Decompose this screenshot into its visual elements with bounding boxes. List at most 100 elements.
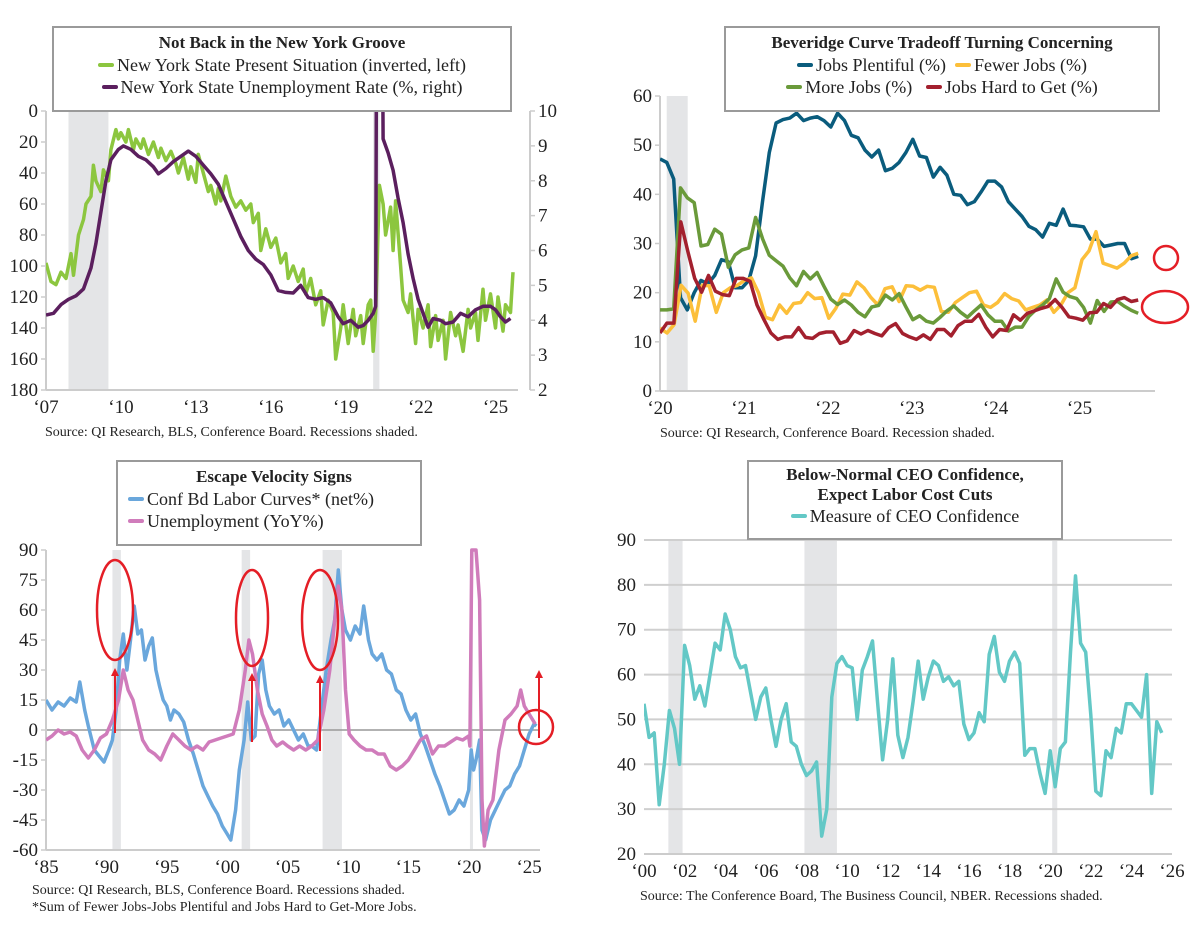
legend-label: Jobs Hard to Get (%) [944,77,1098,97]
y-tick-label: 80 [617,575,636,596]
x-tick-label: ‘21 [731,398,756,419]
legend-item-unemp-yoy: Unemployment (YoY%) [128,510,420,532]
x-tick-label: ‘04 [713,861,739,882]
annotation-arrow-head [535,670,543,678]
y-tick-label: 30 [19,660,38,681]
series-line-jobs_plentiful [660,111,1139,312]
chart-title: Beveridge Curve Tradeoff Turning Concern… [771,33,1113,52]
legend-ceo: Below-Normal CEO Confidence, Expect Labo… [747,460,1063,540]
x-tick-label: ‘25 [516,857,541,878]
x-tick-label: ‘19 [333,397,358,418]
x-tick-label: ‘20 [456,857,481,878]
legend-item-ny-unemp: New York State Unemployment Rate (%, rig… [54,76,510,98]
legend-label: New York State Present Situation (invert… [117,55,466,75]
y-tick-label: 60 [19,194,38,215]
x-tick-label: ‘00 [631,861,656,882]
x-tick-label: ‘10 [335,857,360,878]
y-right-tick-label: 6 [538,241,548,262]
x-tick-label: ‘10 [108,397,133,418]
y-tick-label: 60 [633,86,652,107]
chart-title-line1: Below-Normal CEO Confidence, [786,465,1024,484]
recession-band [1052,540,1058,854]
panel-ceo-confidence: 20 30 40 50 60 70 80 90 ‘00 ‘02 ‘04 ‘06 ‘08 ‘10 ‘12 ‘14… [600,460,1200,933]
chart-title: Not Back in the New York Groove [158,33,406,52]
y-tick-label: 40 [617,754,636,775]
source-note: Source: QI Research, BLS, Conference Boa… [32,883,405,898]
chart-ceo-confidence: 20 30 40 50 60 70 80 90 ‘00 ‘02 ‘04 ‘06 ‘08 ‘10 ‘12 ‘14… [617,530,1185,882]
legend-swatch [925,84,942,89]
legend-label: Conf Bd Labor Curves* (net%) [147,489,374,509]
y-tick-label: 75 [19,570,38,591]
legend-swatch [955,62,971,67]
series-line-unemp_yoy [46,548,537,848]
y-tick-label: 60 [19,600,38,621]
y-right-tick-label: 4 [538,310,548,331]
legend-label: Jobs Plentiful (%) [816,55,946,75]
legend-item-jobs-hard: Jobs Hard to Get (%) [925,77,1098,97]
y-right-tick-label: 5 [538,275,548,296]
x-tick-label: ‘90 [94,857,119,878]
y-tick-label: 15 [19,690,38,711]
recession-band [241,550,251,850]
series-line-ceo [644,574,1164,838]
annotation-ellipse [234,568,270,668]
x-tick-label: ‘02 [672,861,697,882]
x-tick-label: ‘95 [154,857,179,878]
x-tick-label: ‘85 [33,857,58,878]
legend-swatch [101,84,118,89]
y-tick-label: 50 [633,135,652,156]
legend-label: Measure of CEO Confidence [809,506,1020,526]
source-footnote: *Sum of Fewer Jobs-Jobs Plentiful and Jo… [32,900,417,915]
y-right-tick-label: 3 [538,345,548,366]
x-tick-label: ‘05 [275,857,300,878]
x-tick-label: ‘22 [1078,861,1103,882]
legend-label: Fewer Jobs (%) [974,55,1087,75]
annotation-arrow-head [316,675,324,683]
y-tick-label: 45 [19,630,38,651]
chart-title-line2: Expect Labor Cost Cuts [817,485,993,504]
y-tick-label: 30 [633,234,652,255]
series-line-jobs_hard [660,220,1139,346]
series-line-more_jobs [660,186,1139,333]
y-tick-label: 140 [10,318,39,339]
y-tick-label: 80 [19,225,38,246]
annotation-circle [1152,244,1180,272]
y-tick-label: 50 [617,709,636,730]
annotation-ellipse [1140,289,1190,325]
legend-item-more-jobs: More Jobs (%) [786,77,912,97]
y-right-tick-label: 9 [538,136,548,157]
legend-swatch [128,518,144,523]
x-tick-label: ‘14 [916,861,942,882]
y-tick-label: 30 [617,799,636,820]
panel-escape-velocity: -60 -45 -30 -15 0 15 30 45 60 75 90 ‘85 ‘90 ‘95 ‘00 ‘05… [0,460,600,933]
y-tick-label: 180 [10,380,39,401]
legend-escape: Escape Velocity Signs Conf Bd Labor Curv… [116,460,422,546]
series-line-ny_unemp [46,109,512,329]
legend-swatch [797,62,813,67]
y-right-tick-label: 10 [538,101,557,122]
y-tick-label: 40 [19,163,38,184]
legend-item-ceo: Measure of CEO Confidence [749,505,1061,527]
recession-band [68,111,109,390]
x-tick-label: ‘24 [1119,861,1145,882]
y-right-tick-label: 2 [538,380,548,401]
legend-swatch [98,62,115,67]
source-note: Source: The Conference Board, The Busine… [640,889,1103,904]
x-tick-label: ‘25 [1067,398,1092,419]
x-tick-label: ‘13 [183,397,208,418]
legend-item-ny-present: New York State Present Situation (invert… [54,54,510,76]
legend-row: Jobs Plentiful (%) Fewer Jobs (%) [726,54,1158,76]
x-tick-label: ‘26 [1159,861,1184,882]
y-tick-label: 70 [617,620,636,641]
source-note: Source: QI Research, BLS, Conference Boa… [45,425,418,440]
legend-swatch [790,513,807,518]
x-tick-label: ‘00 [215,857,240,878]
legend-label: More Jobs (%) [805,77,913,97]
y-tick-label: 90 [19,540,38,561]
y-right-tick-label: 8 [538,171,548,192]
x-tick-label: ‘20 [1037,861,1062,882]
legend-item-labor-curves: Conf Bd Labor Curves* (net%) [128,488,420,510]
panel-beveridge: 0 10 20 30 40 50 60 ‘20 ‘21 ‘22 ‘23 ‘24 ‘25 Beveridg… [600,0,1200,460]
legend-swatch [128,496,144,501]
legend-item-fewer-jobs: Fewer Jobs (%) [955,55,1087,75]
